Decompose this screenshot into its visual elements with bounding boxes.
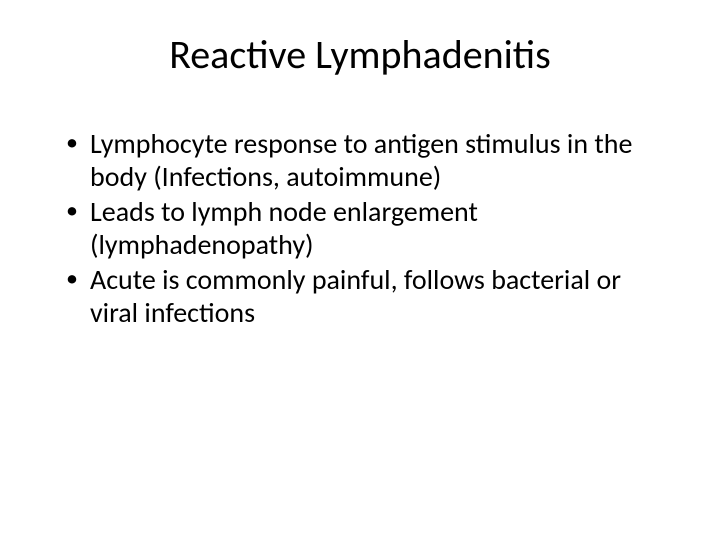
list-item: Acute is commonly painful, follows bacte…: [66, 263, 672, 329]
list-item: Leads to lymph node enlargement (lymphad…: [66, 195, 672, 261]
slide-title: Reactive Lymphadenitis: [48, 30, 672, 79]
slide: Reactive Lymphadenitis Lymphocyte respon…: [0, 0, 720, 540]
list-item: Lymphocyte response to antigen stimulus …: [66, 127, 672, 193]
bullet-list: Lymphocyte response to antigen stimulus …: [48, 127, 672, 329]
